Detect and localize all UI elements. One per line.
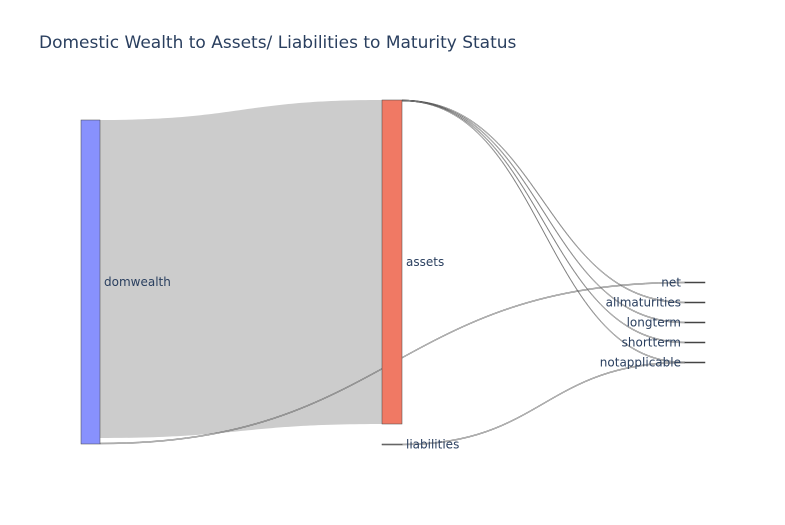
node-longterm[interactable] <box>684 321 706 324</box>
chart-title: Domestic Wealth to Assets/ Liabilities t… <box>39 33 517 53</box>
node-shortterm[interactable] <box>684 341 706 344</box>
sankey-nodes: domwealth assets liabilities net allmaturiti… <box>80 99 706 452</box>
node-label-domwealth: domwealth <box>104 275 171 289</box>
node-domwealth[interactable] <box>80 119 101 445</box>
link-assets-to-allmaturities[interactable] <box>401 99 686 304</box>
node-label-net: net <box>661 276 681 290</box>
node-label-liabilities: liabilities <box>406 438 459 452</box>
link-domwealth-to-assets[interactable] <box>100 100 382 438</box>
link-assets-to-longterm[interactable] <box>401 99 686 324</box>
node-liabilities[interactable] <box>381 443 403 446</box>
link-liabilities-to-notapplicable[interactable] <box>401 361 686 446</box>
node-label-allmaturities: allmaturities <box>606 296 681 310</box>
node-notapplicable[interactable] <box>684 361 706 364</box>
node-allmaturities[interactable] <box>684 301 706 304</box>
node-assets[interactable] <box>381 99 403 425</box>
node-net[interactable] <box>684 281 706 284</box>
node-label-shortterm: shortterm <box>622 336 681 350</box>
node-label-notapplicable: notapplicable <box>600 356 681 370</box>
node-label-longterm: longterm <box>627 316 681 330</box>
node-label-assets: assets <box>406 255 444 269</box>
